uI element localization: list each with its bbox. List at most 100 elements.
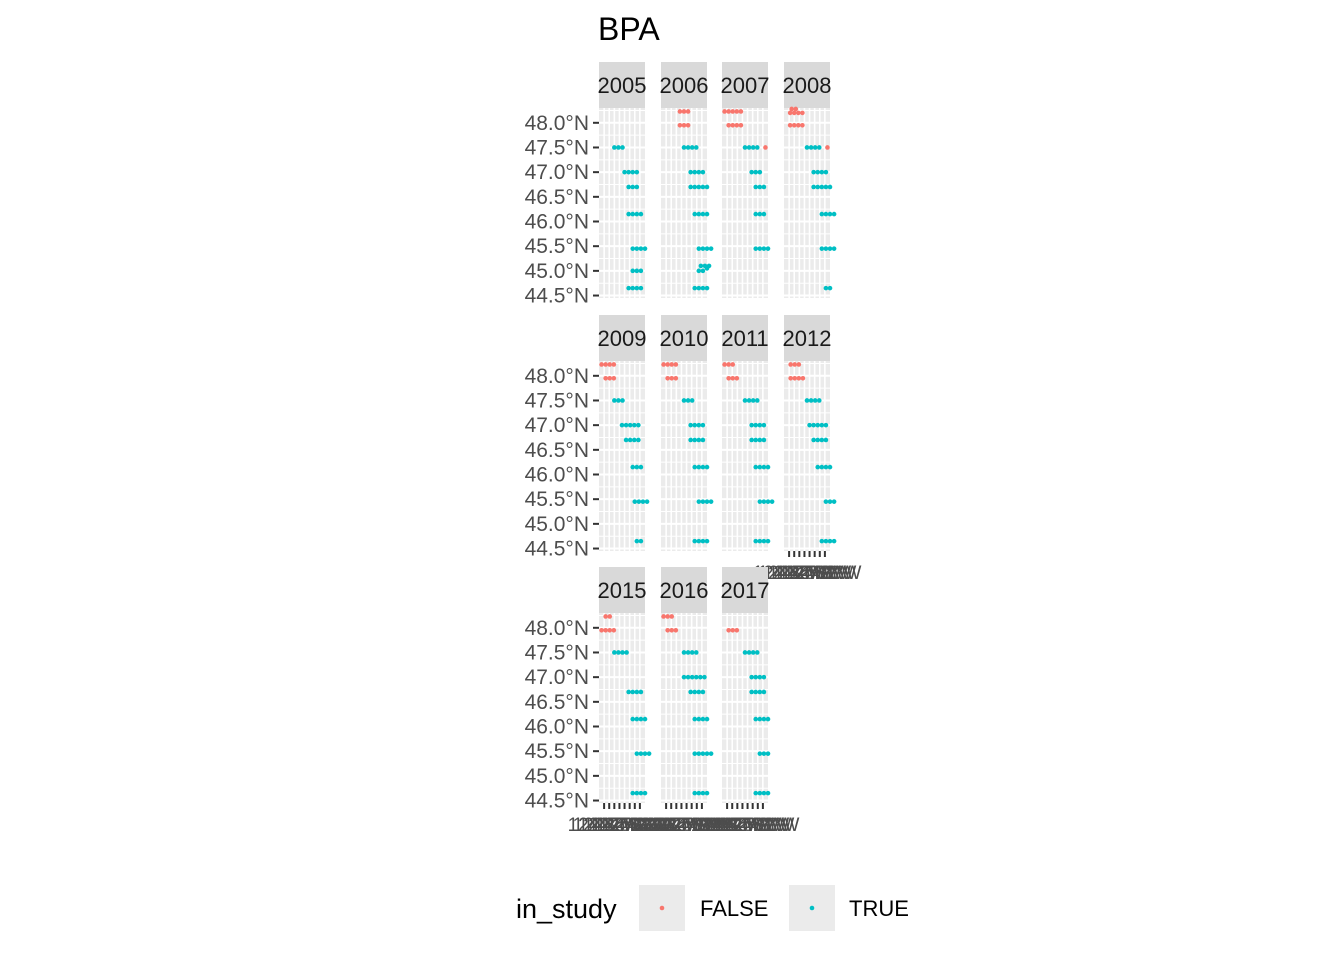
x-tick-label: 124.6°W	[763, 563, 836, 584]
point-true	[696, 285, 702, 291]
point-true	[634, 751, 640, 756]
point-false	[788, 375, 793, 381]
point-true	[630, 285, 636, 291]
legend-symbol-true	[809, 905, 815, 911]
point-true	[700, 422, 706, 428]
point-true	[753, 790, 759, 796]
facet-strip-label: 2009	[598, 326, 647, 351]
point-true	[688, 169, 693, 175]
point-false	[788, 362, 793, 367]
point-false	[734, 109, 740, 114]
y-tick-label: 47.0°N	[525, 414, 589, 437]
point-true	[700, 751, 706, 756]
point-true	[749, 689, 754, 695]
point-true	[761, 790, 767, 796]
facet-panel-2012: 2012 124.8°W124.7°W124.6°W124.5°W124.4°W1…	[753, 315, 861, 584]
point-false	[738, 122, 744, 128]
point-true	[815, 437, 821, 443]
point-true	[696, 716, 702, 722]
x-tick-label: 124.1°W	[665, 815, 738, 836]
point-true	[704, 246, 710, 251]
legend-label-false: FALSE	[700, 896, 768, 921]
facet-panel-2008: 2008	[783, 62, 831, 298]
point-true	[704, 464, 710, 470]
point-false	[763, 145, 768, 150]
point-true	[700, 689, 706, 695]
y-tick-label: 44.5°N	[525, 538, 589, 561]
point-false	[722, 109, 727, 114]
point-true	[753, 437, 759, 443]
point-true	[823, 246, 829, 251]
point-false	[796, 362, 802, 367]
point-false	[730, 362, 736, 367]
point-true	[700, 268, 706, 274]
point-false	[607, 362, 613, 367]
point-true	[757, 437, 763, 443]
y-tick-label: 46.0°N	[525, 716, 589, 739]
point-true	[692, 184, 698, 190]
point-true	[688, 422, 693, 428]
point-true	[685, 674, 691, 680]
point-true	[612, 145, 617, 150]
x-tick-label: 124.1°W	[603, 815, 676, 836]
point-true	[696, 246, 702, 251]
x-tick-label: 124.8°W	[630, 815, 703, 836]
x-tick-label: 124.3°W	[593, 815, 666, 836]
point-true	[749, 437, 754, 443]
x-tick-label: 124.2°W	[783, 563, 856, 584]
point-true	[757, 211, 763, 217]
point-false	[726, 627, 731, 633]
point-true	[692, 437, 698, 443]
point-true	[769, 499, 775, 504]
facet-panel-2007: 2007	[721, 62, 769, 298]
point-false	[730, 122, 736, 128]
point-false	[681, 109, 687, 114]
x-tick-label: 124.4°W	[711, 815, 784, 836]
point-true	[681, 674, 687, 680]
point-false	[792, 362, 798, 367]
point-false	[800, 375, 806, 381]
point-true	[700, 464, 706, 470]
point-true	[630, 268, 636, 274]
point-false	[685, 122, 691, 128]
facet-strip-label: 2015	[598, 578, 647, 603]
point-true	[692, 751, 698, 756]
point-false	[669, 375, 675, 381]
x-tick-label: 124.7°W	[758, 563, 831, 584]
point-false	[677, 109, 683, 114]
point-true	[626, 184, 631, 190]
point-true	[638, 464, 644, 470]
point-true	[812, 145, 818, 150]
point-true	[753, 674, 759, 680]
point-true	[696, 751, 702, 756]
point-true	[688, 184, 693, 190]
point-true	[708, 499, 714, 504]
point-true	[685, 145, 691, 150]
point-true	[700, 246, 706, 251]
y-tick-label: 46.5°N	[525, 691, 589, 714]
x-tick-label: 124.2°W	[598, 815, 671, 836]
point-true	[746, 145, 752, 150]
point-true	[636, 499, 642, 504]
point-true	[827, 211, 833, 217]
point-true	[692, 422, 698, 428]
point-true	[804, 398, 810, 403]
legend-label-true: TRUE	[849, 896, 909, 921]
point-true	[638, 268, 644, 274]
point-true	[620, 145, 625, 150]
panel-background	[722, 108, 768, 298]
point-true	[632, 499, 638, 504]
point-true	[815, 422, 821, 428]
point-false	[796, 375, 802, 381]
point-false	[681, 122, 687, 128]
point-true	[704, 266, 710, 271]
point-true	[634, 716, 640, 722]
point-true	[812, 398, 818, 403]
y-tick-label: 45.5°N	[525, 235, 589, 258]
point-true	[704, 285, 710, 291]
panel-background	[784, 108, 830, 298]
point-true	[642, 246, 648, 251]
point-true	[702, 674, 707, 680]
point-true	[827, 499, 833, 504]
facet-strip-label: 2016	[660, 578, 709, 603]
